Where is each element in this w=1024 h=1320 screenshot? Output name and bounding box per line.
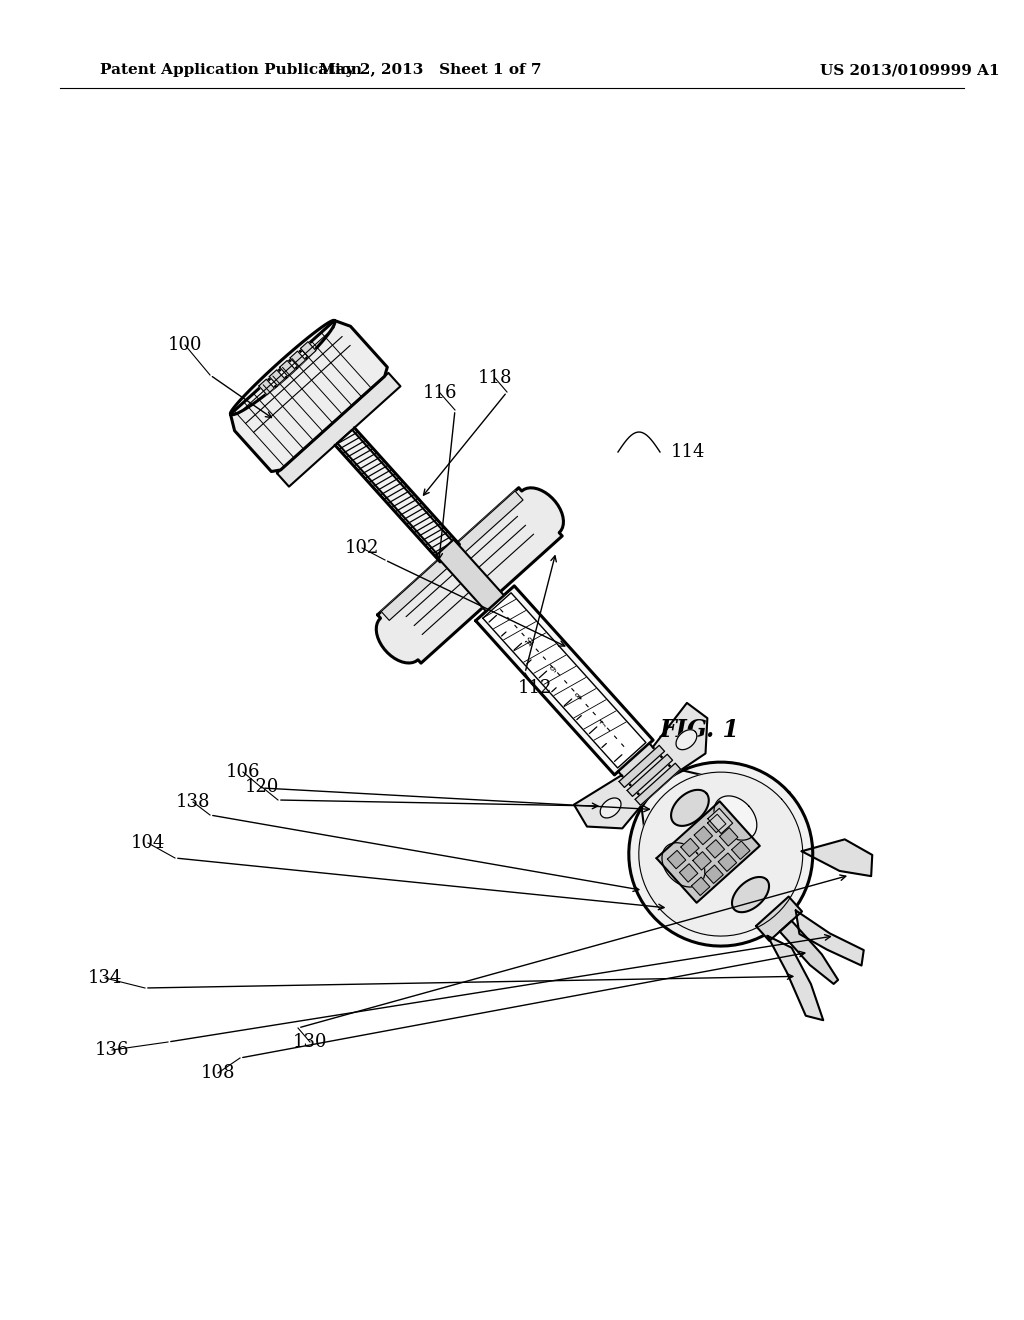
Polygon shape [718, 853, 736, 871]
Polygon shape [381, 491, 523, 620]
Polygon shape [639, 772, 803, 936]
Text: 116: 116 [423, 384, 458, 403]
Polygon shape [259, 379, 274, 395]
Polygon shape [691, 876, 710, 895]
Polygon shape [707, 840, 725, 858]
Text: 118: 118 [478, 370, 512, 387]
Polygon shape [779, 921, 838, 983]
Polygon shape [680, 863, 697, 882]
Polygon shape [629, 762, 813, 946]
Text: 120: 120 [245, 777, 280, 796]
Text: 134: 134 [88, 969, 122, 987]
Polygon shape [230, 321, 335, 414]
Polygon shape [662, 842, 705, 887]
Text: 7: 7 [599, 719, 609, 730]
Text: Patent Application Publication: Patent Application Publication [100, 63, 362, 77]
Polygon shape [620, 746, 665, 788]
Text: FIG. 1: FIG. 1 [660, 718, 740, 742]
Polygon shape [475, 586, 653, 775]
Polygon shape [300, 342, 316, 358]
Text: 138: 138 [176, 793, 210, 810]
Text: 114: 114 [671, 444, 706, 461]
Text: 8: 8 [573, 692, 584, 702]
Text: 106: 106 [225, 763, 260, 781]
Polygon shape [436, 540, 504, 611]
Polygon shape [337, 430, 457, 560]
Text: 136: 136 [95, 1041, 129, 1059]
Text: 112: 112 [518, 678, 552, 697]
Polygon shape [668, 850, 686, 869]
Polygon shape [600, 799, 621, 818]
Polygon shape [714, 796, 757, 840]
Polygon shape [732, 876, 769, 912]
Polygon shape [802, 840, 872, 876]
Text: 104: 104 [131, 834, 165, 851]
Polygon shape [676, 730, 696, 750]
Text: 10: 10 [523, 635, 537, 648]
Text: 130: 130 [293, 1034, 328, 1051]
Text: 9: 9 [549, 664, 559, 675]
Polygon shape [483, 593, 646, 768]
Polygon shape [731, 841, 750, 859]
Polygon shape [756, 896, 802, 941]
Text: 100: 100 [168, 337, 203, 354]
Polygon shape [656, 801, 760, 903]
Polygon shape [652, 704, 708, 774]
Polygon shape [708, 814, 726, 833]
Polygon shape [280, 360, 295, 376]
Polygon shape [627, 754, 673, 796]
Text: 108: 108 [201, 1064, 236, 1082]
Polygon shape [694, 826, 713, 845]
Polygon shape [641, 770, 764, 894]
Polygon shape [693, 851, 712, 870]
Text: May 2, 2013   Sheet 1 of 7: May 2, 2013 Sheet 1 of 7 [318, 63, 542, 77]
Text: US 2013/0109999 A1: US 2013/0109999 A1 [820, 63, 999, 77]
Polygon shape [671, 789, 709, 826]
Polygon shape [618, 743, 676, 801]
Polygon shape [767, 936, 823, 1020]
Text: 102: 102 [345, 539, 379, 557]
Polygon shape [705, 865, 723, 883]
Polygon shape [720, 828, 738, 846]
Polygon shape [376, 487, 563, 663]
Polygon shape [574, 775, 645, 829]
Polygon shape [681, 838, 699, 857]
Polygon shape [230, 321, 387, 471]
Polygon shape [635, 763, 681, 805]
Polygon shape [276, 372, 400, 487]
Polygon shape [290, 351, 305, 367]
Polygon shape [269, 370, 285, 385]
Polygon shape [708, 808, 732, 833]
Polygon shape [796, 911, 863, 965]
